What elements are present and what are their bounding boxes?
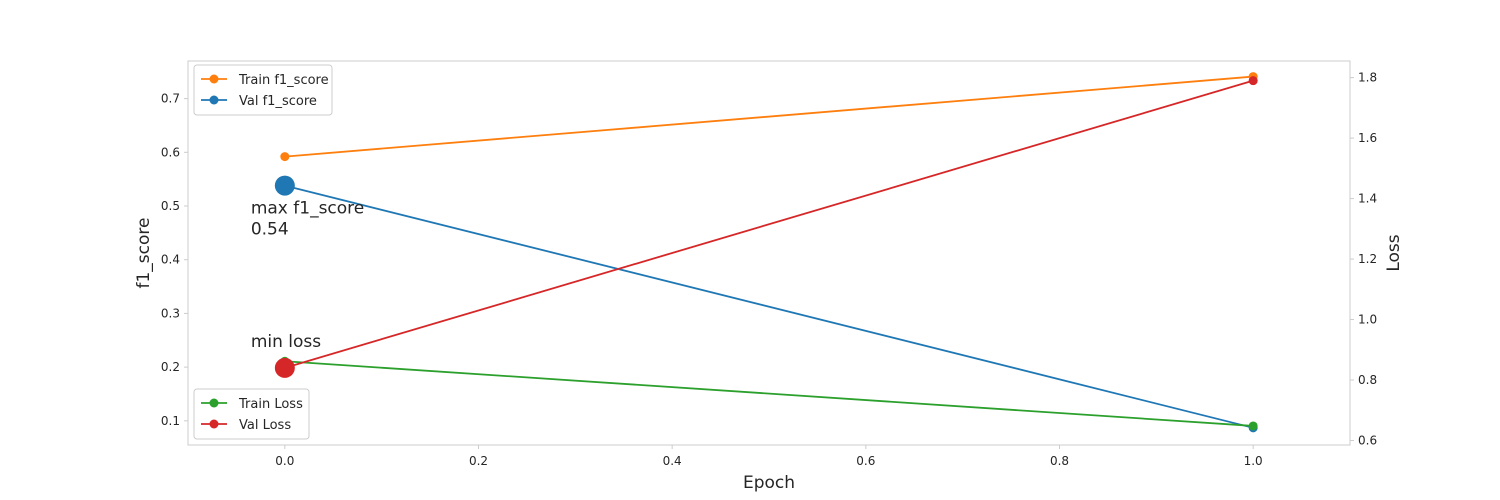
series-line (284, 79, 1254, 369)
x-tick-label: 0.2 (469, 454, 488, 468)
annotation-marker (274, 357, 295, 378)
series-line (284, 360, 1254, 427)
series-line (284, 184, 1254, 429)
y-left-tick-label: 0.2 (161, 360, 180, 374)
y-right-tick-label: 0.8 (1358, 373, 1377, 387)
legend-label: Val f1_score (239, 94, 317, 109)
legend-box (193, 64, 333, 116)
series-point (1248, 421, 1258, 431)
y-left-tick-label: 0.6 (161, 145, 180, 159)
y-left-tick-label: 0.5 (161, 199, 180, 213)
x-tick-label: 0.4 (663, 454, 682, 468)
legend-box (193, 388, 310, 440)
legend-swatch-marker (209, 419, 219, 429)
y-left-tick-label: 0.3 (161, 306, 180, 320)
x-tick-label: 0.0 (275, 454, 294, 468)
legend-label: Train Loss (238, 397, 303, 412)
legend-label: Val Loss (239, 418, 291, 433)
legend-swatch-marker (209, 74, 219, 84)
y-right-tick-label: 1.0 (1358, 313, 1377, 327)
y-right-tick-label: 1.2 (1358, 252, 1377, 266)
series-point (1248, 76, 1258, 86)
legend-label: Train f1_score (238, 73, 329, 88)
annotation-text: max f1_score (251, 199, 364, 219)
y-left-axis-title: f1_score (134, 218, 154, 289)
series-point (280, 152, 290, 162)
legend-swatch-marker (209, 95, 219, 105)
x-tick-label: 0.6 (856, 454, 875, 468)
y-right-tick-label: 1.8 (1358, 71, 1377, 85)
y-right-axis-title: Loss (1384, 234, 1404, 271)
plot-frame (187, 60, 1351, 446)
x-axis-title: Epoch (743, 473, 795, 493)
y-right-tick-label: 0.6 (1358, 433, 1377, 447)
annotation-marker (274, 175, 295, 196)
y-right-tick-label: 1.6 (1358, 131, 1377, 145)
annotation-text: min loss (251, 332, 321, 352)
y-right-tick-label: 1.4 (1358, 192, 1377, 206)
y-left-tick-label: 0.4 (161, 253, 180, 267)
y-left-tick-label: 0.7 (161, 92, 180, 106)
series-line (284, 75, 1254, 158)
legend-swatch-marker (209, 398, 219, 408)
x-tick-label: 1.0 (1244, 454, 1263, 468)
x-tick-label: 0.8 (1050, 454, 1069, 468)
y-left-tick-label: 0.1 (161, 414, 180, 428)
annotation-text: 0.54 (251, 220, 289, 240)
